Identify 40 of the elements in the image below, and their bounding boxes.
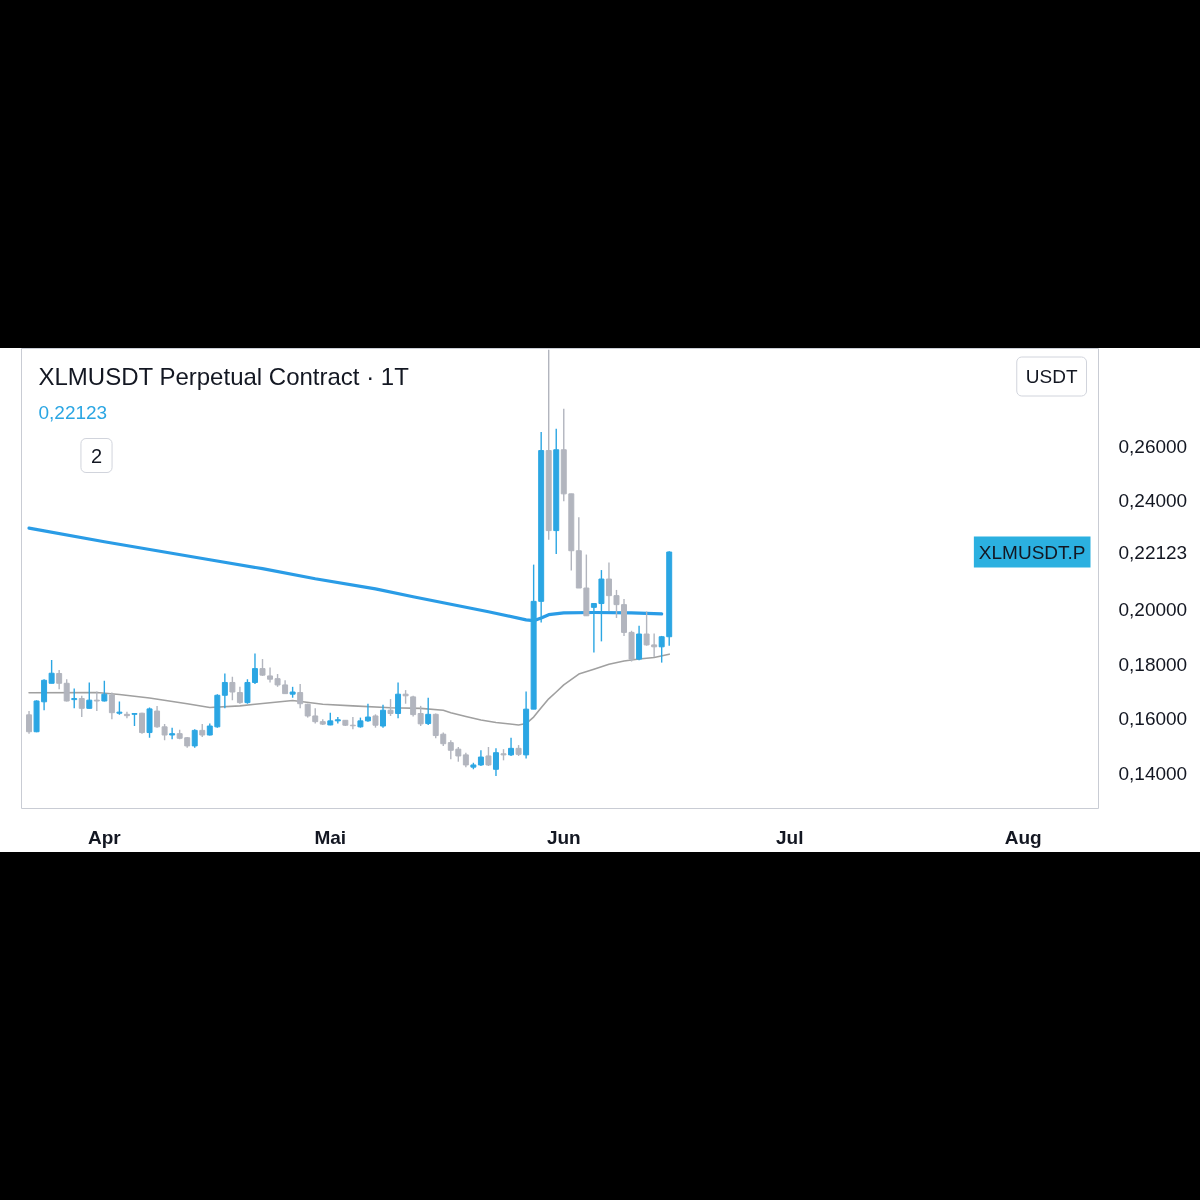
candlestick xyxy=(508,737,515,757)
candlestick xyxy=(425,697,432,726)
candlestick xyxy=(154,705,161,729)
x-tick-label: Jun xyxy=(546,826,581,848)
candlestick xyxy=(169,726,176,741)
candlestick xyxy=(493,747,499,777)
annotation: 0,22123 xyxy=(38,402,108,423)
line-series xyxy=(28,653,671,726)
candlestick xyxy=(78,695,85,718)
y-tick-label: 0,16000 xyxy=(1118,708,1188,730)
x-tick-label: Aug xyxy=(1004,826,1042,848)
y-tick-label: 0,26000 xyxy=(1118,435,1188,457)
x-tick-label: Jul xyxy=(775,826,804,848)
candlestick xyxy=(191,728,198,749)
candlestick xyxy=(395,681,402,719)
candlestick xyxy=(297,683,304,710)
y-tick-label: 0,24000 xyxy=(1118,490,1188,512)
candlestick xyxy=(71,687,78,710)
candlestick xyxy=(86,681,93,710)
y-tick-label: 0,18000 xyxy=(1118,653,1188,675)
y-tick-label: 0,22123 xyxy=(1118,541,1188,563)
candlestick xyxy=(93,690,100,712)
candlestick xyxy=(229,676,236,701)
candlestick xyxy=(26,710,33,735)
candlestick xyxy=(56,669,63,690)
text: XLMUSDT Perpetual Contract · 1T xyxy=(38,363,410,390)
candlestick xyxy=(221,672,228,710)
candlestick xyxy=(63,678,70,703)
annotation: XLMUSDT.P xyxy=(978,541,1086,563)
candlestick xyxy=(380,704,386,729)
candlestick xyxy=(146,706,153,739)
annotation: USDT xyxy=(1025,366,1078,387)
annotation: 2 xyxy=(90,444,103,467)
candlestick xyxy=(417,705,424,727)
y-tick-label: 0,20000 xyxy=(1118,599,1188,621)
y-tick-label: 0,14000 xyxy=(1118,762,1188,784)
candlestick xyxy=(108,691,115,720)
candlestick xyxy=(101,680,108,703)
x-tick-label: Apr xyxy=(87,826,122,848)
x-tick-label: Mai xyxy=(314,826,347,848)
